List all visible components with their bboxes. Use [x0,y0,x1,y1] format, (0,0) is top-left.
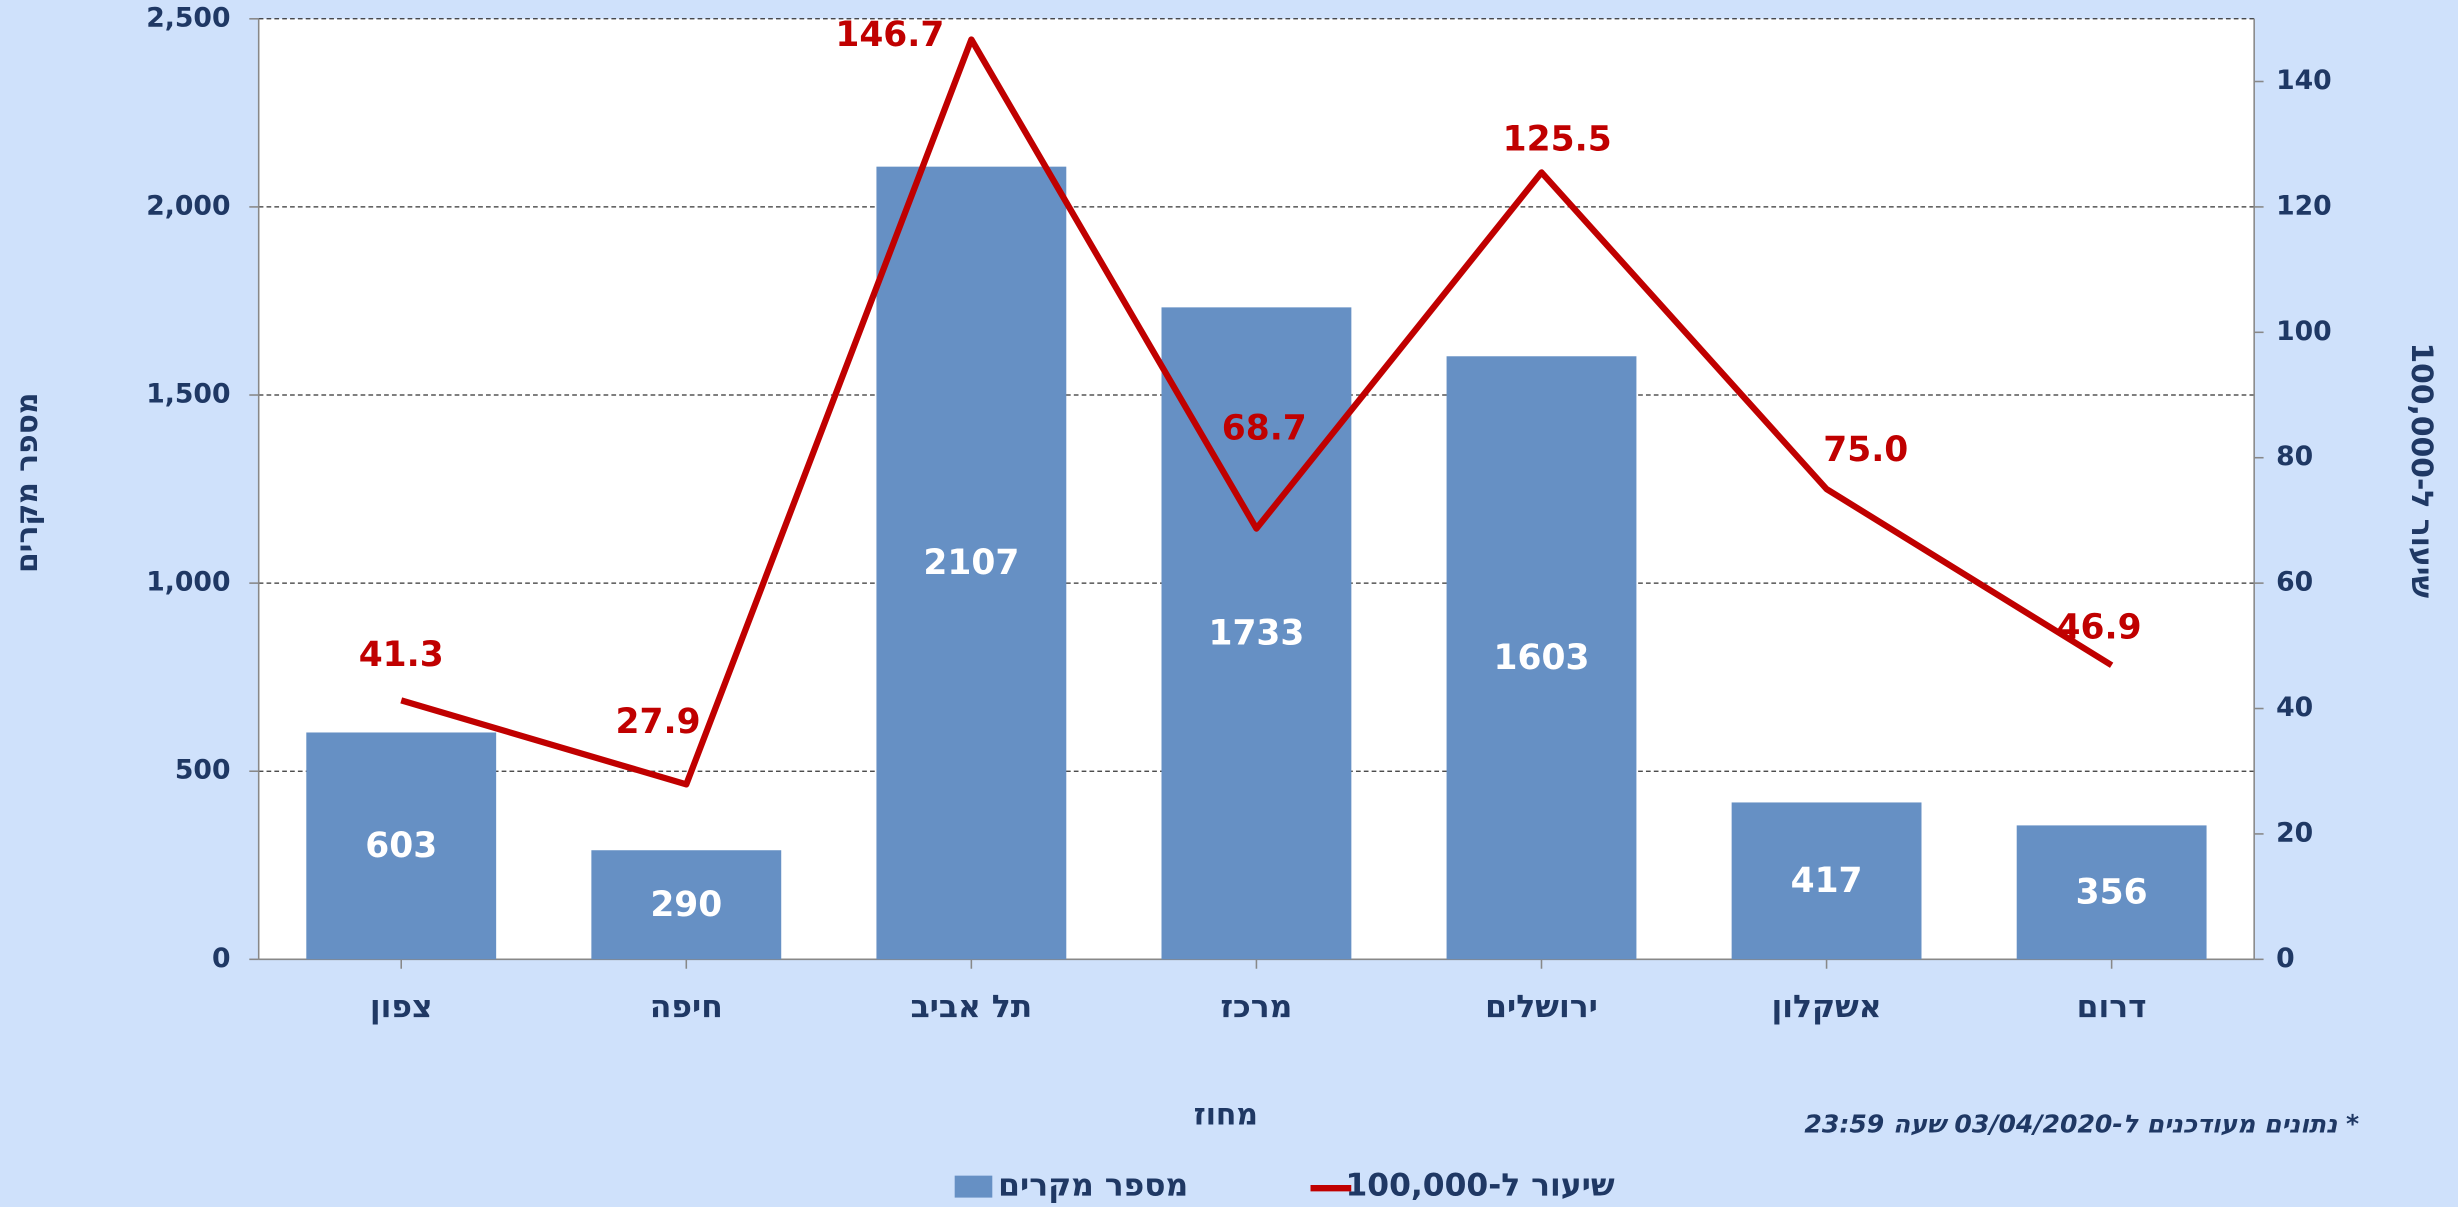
x-tick-label: צפון [370,989,433,1025]
y-tick-label: 2,500 [146,2,230,33]
bar-value-label: 356 [2076,872,2148,912]
legend-label: מספר מקרים [998,1168,1188,1204]
y-tick-label: 1,500 [146,379,230,410]
y2-tick-label: 100 [2276,316,2332,347]
legend-swatch [954,1175,993,1198]
y-tick-label: 500 [175,755,231,786]
y2-axis-label: שיעור ל-100,000 [2404,342,2439,598]
line-value-label: 125.5 [1503,120,1612,160]
y-tick-label: 1,000 [146,567,230,598]
y2-tick-label: 120 [2276,190,2332,221]
bar [1446,356,1637,960]
bar-value-label: 1603 [1494,638,1590,678]
line-value-label: 27.9 [616,702,701,742]
bar [876,166,1067,960]
y-tick-label: 0 [212,943,231,974]
legend-label: שיעור ל-100,000 [1345,1168,1614,1204]
bar [2016,825,2207,960]
x-tick-label: חיפה [650,989,723,1025]
bar-value-label: 417 [1791,861,1863,901]
bar [1731,802,1922,960]
line-value-label: 146.7 [835,15,944,55]
line-value-label: 75.0 [1823,430,1908,470]
y2-tick-label: 80 [2276,441,2313,472]
y-tick-label: 2,000 [146,190,230,221]
x-tick-label: אשקלון [1771,989,1881,1025]
bar [591,850,782,960]
y-axis-label: מספר מקרים [10,393,45,574]
x-tick-label: ירושלים [1485,989,1598,1025]
line-value-label: 41.3 [359,635,444,675]
rate-line [400,36,2114,788]
bar-value-label: 1733 [1208,613,1304,653]
footnote: * נתונים מעודכנים ל-03/04/2020 שעה 23:59 [1804,1109,2359,1138]
line-value-label: 68.7 [1222,408,1307,448]
x-tick-label: תל אביב [911,989,1033,1025]
y2-tick-label: 60 [2276,567,2313,598]
x-tick-label: מרכז [1221,989,1293,1025]
bar-value-label: 603 [365,826,437,866]
y2-tick-label: 40 [2276,692,2313,723]
bar-value-label: 2107 [923,543,1019,583]
x-axis-label: מחוז [1194,1098,1258,1133]
line-value-label: 46.9 [2057,608,2142,648]
y2-tick-label: 20 [2276,817,2313,848]
y2-tick-label: 140 [2276,65,2332,96]
y2-tick-label: 0 [2276,943,2295,974]
bar [306,732,497,960]
x-tick-label: דרום [2077,989,2147,1025]
bar-value-label: 290 [650,885,722,925]
